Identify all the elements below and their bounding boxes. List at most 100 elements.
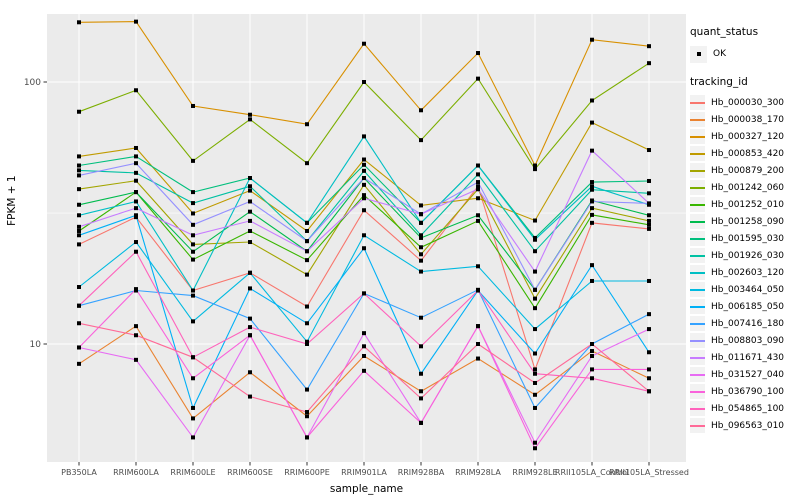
data-point: [248, 188, 252, 193]
data-point: [647, 178, 651, 183]
data-point: [419, 138, 423, 143]
data-point: [191, 242, 195, 247]
data-point: [362, 208, 366, 213]
legend-label: Hb_003464_050: [711, 284, 785, 295]
data-point: [476, 342, 480, 346]
data-point: [362, 168, 366, 173]
data-point: [476, 213, 480, 218]
data-point: [305, 249, 309, 254]
legend-tracking-id-items: Hb_000030_300 Hb_000038_170 Hb_000327_120 H…: [690, 94, 798, 434]
legend-label: Hb_011671_430: [711, 352, 785, 363]
legend-item-Hb_000327_120: Hb_000327_120: [690, 128, 798, 145]
data-point: [590, 180, 594, 185]
data-point: [248, 333, 252, 338]
data-point: [647, 218, 651, 223]
data-point: [248, 316, 252, 321]
data-point: [647, 222, 651, 227]
legend-key-line: [690, 333, 705, 348]
data-point: [134, 154, 138, 159]
data-point: [533, 371, 537, 376]
legend-key-line: [690, 282, 705, 297]
legend-key-line: [690, 367, 705, 382]
data-point: [191, 103, 195, 108]
data-point: [533, 163, 537, 168]
legend-label: Hb_001926_030: [711, 250, 785, 261]
data-point: [533, 380, 537, 385]
data-point: [533, 440, 537, 445]
data-point: [362, 291, 366, 296]
legend-label: Hb_001252_010: [711, 199, 785, 210]
legend-item-Hb_001595_030: Hb_001595_030: [690, 230, 798, 247]
data-point: [134, 287, 138, 292]
data-point: [533, 237, 537, 242]
data-point: [647, 148, 651, 153]
data-point: [77, 173, 81, 178]
data-point: [590, 206, 594, 211]
legend-item-Hb_007416_180: Hb_007416_180: [690, 315, 798, 332]
legend-item-Hb_000030_300: Hb_000030_300: [690, 94, 798, 111]
x-tick-label: RRII105LA_Stressed: [609, 468, 689, 477]
legend-label: Hb_000038_170: [711, 114, 785, 125]
legend-key-line: [690, 146, 705, 161]
data-point: [191, 211, 195, 216]
data-point: [77, 361, 81, 366]
data-point: [191, 257, 195, 262]
data-point: [191, 233, 195, 238]
data-point: [362, 134, 366, 139]
data-point: [362, 176, 366, 181]
data-point: [77, 224, 81, 229]
legend-key-line: [690, 316, 705, 331]
data-point: [362, 80, 366, 84]
legend-item-Hb_001258_090: Hb_001258_090: [690, 213, 798, 230]
data-point: [248, 240, 252, 245]
data-point: [134, 19, 138, 24]
data-point: [362, 162, 366, 167]
data-point: [191, 249, 195, 254]
data-point: [134, 199, 138, 204]
data-point: [134, 324, 138, 329]
data-point: [362, 193, 366, 198]
data-point: [248, 117, 252, 122]
legend-key-line: [690, 197, 705, 212]
data-point: [476, 76, 480, 81]
data-point: [362, 41, 366, 46]
data-point: [134, 170, 138, 175]
legend-key-line: [690, 299, 705, 314]
data-point: [77, 233, 81, 238]
legend-key-line: [690, 384, 705, 399]
data-point: [77, 154, 81, 159]
legend-label: Hb_001595_030: [711, 233, 785, 244]
data-point: [362, 344, 366, 349]
data-point: [362, 157, 366, 162]
series-color-swatch: [690, 288, 705, 291]
data-point: [476, 51, 480, 56]
x-tick-label: RRIM600SE: [227, 468, 273, 477]
data-point: [134, 213, 138, 218]
data-point: [77, 285, 81, 290]
data-point: [533, 392, 537, 397]
data-point: [533, 167, 537, 172]
data-point: [590, 349, 594, 354]
data-point: [590, 367, 594, 372]
data-point: [590, 212, 594, 217]
data-point: [533, 218, 537, 223]
data-point: [590, 220, 594, 225]
series-color-swatch: [690, 203, 705, 206]
data-point: [134, 161, 138, 166]
data-point: [248, 209, 252, 214]
series-color-swatch: [690, 254, 705, 257]
data-point: [419, 258, 423, 263]
x-tick-label: RRIM600LA: [113, 468, 159, 477]
data-point: [476, 196, 480, 201]
data-point: [134, 249, 138, 254]
legend-key-line: [690, 265, 705, 280]
series-color-swatch: [690, 407, 705, 410]
data-point: [305, 161, 309, 166]
legend-title-quant-status: quant_status: [690, 26, 759, 38]
data-point: [77, 20, 81, 25]
legend-item-Hb_001242_060: Hb_001242_060: [690, 179, 798, 196]
data-point: [419, 233, 423, 238]
legend-label: Hb_001242_060: [711, 182, 785, 193]
legend-item-Hb_008803_090: Hb_008803_090: [690, 332, 798, 349]
legend: quant_status OK tracking_id Hb_000030_30…: [690, 26, 798, 434]
